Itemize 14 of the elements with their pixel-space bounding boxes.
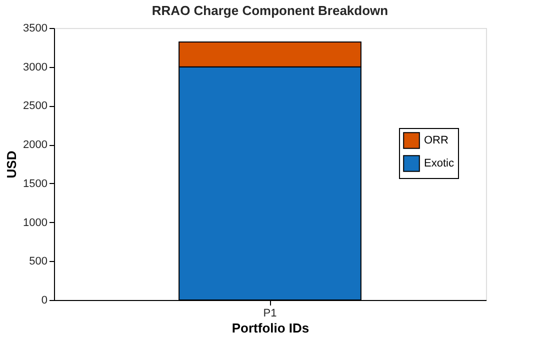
y-tick-label: 3500 [23,22,48,34]
y-tick-label: 1500 [23,178,48,190]
x-tick-label: P1 [263,308,277,320]
legend-label: ORR [424,134,448,146]
y-tick-label: 3000 [23,61,48,74]
y-tick-label: 1000 [23,216,48,229]
y-tick-label: 2500 [23,100,48,112]
y-tick-label: 2000 [23,139,48,152]
chart-title: RRAO Charge Component Breakdown [152,3,388,18]
y-tick-label: 500 [29,256,48,268]
legend-label: Exotic [424,158,454,170]
y-axis-title: USD [4,150,20,178]
x-axis-title: Portfolio IDs [232,320,310,336]
y-tick-label: 0 [41,294,48,306]
